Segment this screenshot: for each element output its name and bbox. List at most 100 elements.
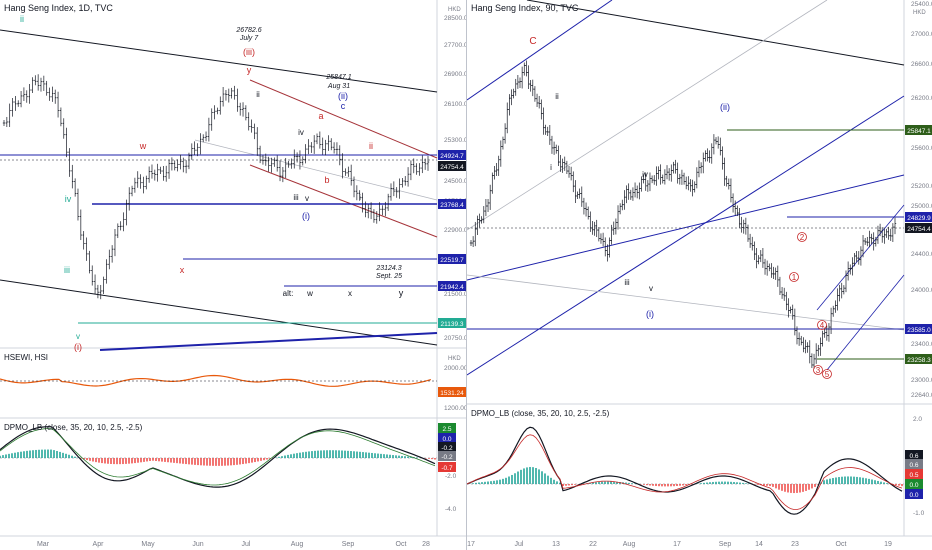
dpmo-histogram-bar bbox=[721, 481, 723, 484]
wave-label: iv bbox=[642, 170, 648, 179]
dpmo-histogram-bar bbox=[595, 482, 597, 484]
price-badge: 21942.4 bbox=[440, 284, 464, 291]
dpmo-histogram-bar bbox=[293, 453, 295, 458]
dpmo-histogram-bar bbox=[568, 484, 570, 486]
dpmo-histogram-bar bbox=[41, 449, 43, 458]
daily-chart-canvas[interactable]: 28500.0 27700.0 26900.0 26100.0 25300.0 24500… bbox=[0, 0, 466, 550]
dpmo-histogram-bar bbox=[179, 458, 181, 464]
dpmo-histogram-bar bbox=[71, 455, 73, 458]
wave-label: ii bbox=[256, 90, 260, 99]
intraday-chart-canvas[interactable]: 25400.0 27000.0 26600.0 26200.0 25600.0 25200… bbox=[467, 0, 932, 550]
dpmo-badge: 0.0 bbox=[909, 482, 918, 489]
dpmo-histogram-bar bbox=[290, 454, 292, 458]
dpmo-histogram-bar bbox=[185, 458, 187, 465]
dpmo-histogram-bar bbox=[260, 458, 262, 461]
time-axis-label: 22 bbox=[589, 541, 597, 548]
dpmo-axis-label: -1.0 bbox=[913, 510, 925, 517]
dpmo-histogram-bar bbox=[5, 454, 7, 458]
wave-label-circle bbox=[822, 369, 832, 379]
price-badge-bg bbox=[905, 324, 932, 334]
daily-chart-pane[interactable]: 28500.0 27700.0 26900.0 26100.0 25300.0 24500… bbox=[0, 0, 466, 550]
dpmo-badge-bg bbox=[905, 469, 923, 479]
dpmo-histogram-bar bbox=[718, 481, 720, 484]
dpmo-signal-line bbox=[0, 428, 436, 486]
dpmo-histogram-bar bbox=[508, 476, 510, 484]
dpmo-histogram-bar bbox=[877, 480, 879, 484]
wave-label: July 7 bbox=[239, 35, 259, 42]
dpmo-histogram-bar bbox=[562, 484, 564, 487]
dpmo-histogram-bar bbox=[287, 454, 289, 458]
dpmo-histogram-bar bbox=[610, 481, 612, 484]
dpmo-histogram-bar bbox=[649, 484, 651, 486]
wave-label: Aug 31 bbox=[327, 83, 350, 90]
price-axis-label: 27000.0 bbox=[911, 31, 932, 38]
dpmo-histogram-bar bbox=[886, 483, 888, 484]
dpmo-histogram-bar bbox=[571, 484, 573, 486]
wave-label: (ii) bbox=[720, 102, 730, 112]
dpmo-histogram-bar bbox=[74, 456, 76, 458]
dpmo-histogram-bar bbox=[880, 481, 882, 484]
wave-label: y bbox=[247, 65, 252, 75]
dpmo-histogram-bar bbox=[817, 484, 819, 485]
dpmo-histogram-bar bbox=[841, 476, 843, 484]
dpmo-histogram-bar bbox=[299, 452, 301, 458]
wave-label: iv bbox=[65, 194, 72, 204]
dpmo-histogram-bar bbox=[197, 458, 199, 466]
wave-label: v bbox=[305, 194, 309, 203]
dpmo-histogram-bar bbox=[14, 452, 16, 458]
time-axis-label: 17 bbox=[467, 541, 475, 548]
dpmo-histogram-bar bbox=[131, 458, 133, 464]
wave-label: b bbox=[324, 175, 329, 185]
price-badge: 23585.0 bbox=[907, 327, 931, 334]
price-axis-label: 21500.0 bbox=[444, 291, 466, 298]
dpmo-axis-label: -2.0 bbox=[445, 473, 457, 480]
time-axis-label: 17 bbox=[673, 541, 681, 548]
dpmo-histogram-bar bbox=[104, 458, 106, 464]
dpmo-histogram-bar bbox=[155, 458, 157, 462]
dpmo-histogram-bar bbox=[212, 458, 214, 466]
price-axis-label: 22640.0 bbox=[911, 392, 932, 399]
dpmo-histogram-bar bbox=[68, 454, 70, 458]
daily-dpmo-title: DPMO_LB (close, 35, 20, 10, 2.5, -2.5) bbox=[4, 423, 143, 432]
dpmo-histogram-bar bbox=[556, 481, 558, 484]
downtrend-line bbox=[0, 29, 438, 93]
dpmo-histogram-bar bbox=[386, 454, 388, 458]
dpmo-histogram-bar bbox=[344, 450, 346, 458]
dpmo-histogram-bar bbox=[607, 481, 609, 484]
dpmo-histogram-bar bbox=[895, 484, 897, 486]
wave-label: ii bbox=[369, 141, 373, 151]
dpmo-histogram-bar bbox=[383, 454, 385, 458]
dpmo-histogram-bar bbox=[23, 451, 25, 458]
dpmo-histogram-bar bbox=[263, 458, 265, 461]
dpmo-histogram-bar bbox=[898, 484, 900, 486]
dpmo-histogram-bar bbox=[296, 453, 298, 458]
wave-label: y bbox=[399, 288, 404, 298]
dpmo-histogram-bar bbox=[335, 450, 337, 458]
dpmo-histogram-bar bbox=[745, 483, 747, 484]
grey-support-line bbox=[467, 274, 905, 331]
intraday-chart-pane[interactable]: 25400.0 27000.0 26600.0 26200.0 25600.0 25200… bbox=[466, 0, 932, 550]
dpmo-histogram-bar bbox=[769, 484, 771, 487]
price-axis-label: 26100.0 bbox=[444, 101, 466, 108]
dpmo-histogram-bar bbox=[709, 482, 711, 484]
dpmo-histogram-bar bbox=[323, 450, 325, 458]
wave-label: i bbox=[550, 163, 552, 172]
dpmo-histogram-bar bbox=[796, 484, 798, 493]
dpmo-histogram-bar bbox=[763, 484, 765, 486]
price-badge-bg bbox=[438, 150, 466, 160]
dpmo-histogram-bar bbox=[392, 455, 394, 458]
wave-label-circle bbox=[789, 272, 799, 282]
price-badge-bg bbox=[438, 161, 466, 171]
channel-upper-line bbox=[467, 0, 613, 101]
dpmo-histogram-bar bbox=[616, 481, 618, 484]
dpmo-histogram-bar bbox=[233, 458, 235, 466]
dpmo-histogram-bar bbox=[766, 484, 768, 486]
dpmo-histogram-bar bbox=[835, 477, 837, 484]
dpmo-histogram-bar bbox=[56, 450, 58, 458]
dpmo-histogram-bar bbox=[65, 453, 67, 458]
price-axis-label: 27700.0 bbox=[444, 42, 466, 49]
dpmo-histogram-bar bbox=[362, 452, 364, 458]
price-badge: 25847.1 bbox=[907, 128, 931, 135]
dpmo-badge-bg bbox=[905, 479, 923, 489]
hsewi-axis-label: 2000.00 bbox=[444, 365, 466, 372]
